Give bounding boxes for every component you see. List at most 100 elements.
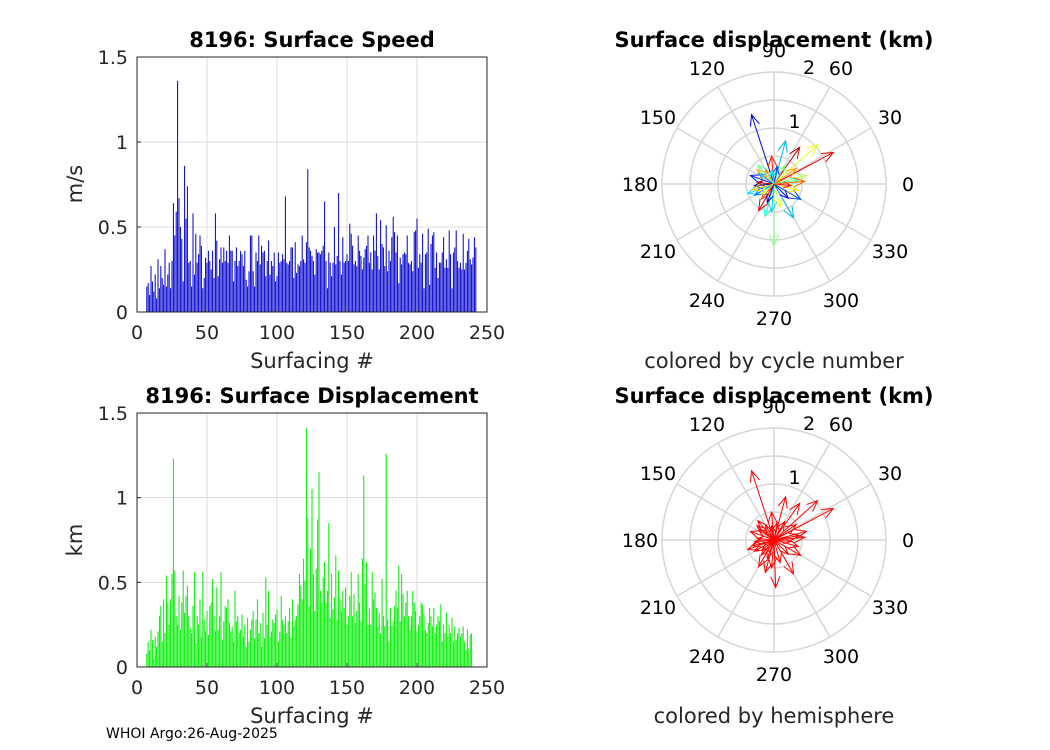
polar-cycle-arrow-shaft — [761, 183, 775, 195]
displacement-ytick-label: 1.5 — [98, 403, 128, 425]
polar-cycle-arrow-head — [761, 186, 770, 195]
polar-cycle-arrow-shaft — [773, 183, 795, 219]
polar-hemisphere-arrow-head — [785, 523, 798, 535]
polar-hemisphere-ring — [661, 427, 887, 653]
polar-cycle-arrow-head — [769, 168, 776, 177]
polar-cycle-ring — [661, 71, 887, 297]
polar-cycle-arrow-shaft — [773, 180, 805, 185]
polar-hemisphere-arrow-shaft — [773, 539, 781, 563]
polar-hemisphere-arrow-shaft — [766, 539, 775, 559]
polar-hemisphere-ring — [689, 455, 859, 625]
displacement-bars — [146, 428, 473, 667]
polar-cycle-arrow-head — [777, 139, 788, 153]
displacement-ytick-label: 0 — [116, 657, 128, 679]
polar-hemisphere-angle-label: 270 — [756, 664, 792, 686]
speed-axes-box — [136, 56, 488, 313]
polar-cycle-arrow-shaft — [761, 183, 775, 200]
polar-cycle-angle-label: 270 — [756, 308, 792, 330]
displacement-xtick-label: 0 — [131, 677, 143, 699]
polar-hemisphere-angle-label: 120 — [689, 414, 725, 436]
polar-hemisphere-arrow-head — [793, 533, 806, 544]
polar-hemisphere-arrow-shaft — [752, 539, 775, 547]
polar-hemisphere-angle-label: 240 — [689, 646, 725, 668]
speed-xtick-label: 250 — [469, 322, 505, 344]
polar-cycle-arrow-head — [773, 196, 782, 208]
displacement-xtick-label: 100 — [259, 677, 295, 699]
polar-hemisphere-arrow-head — [753, 543, 765, 552]
polar-hemisphere-arrow-head — [787, 539, 800, 549]
polar-cycle-angle-label: 0 — [902, 174, 914, 196]
polar-hemisphere-arrow-shaft — [773, 539, 795, 575]
polar-cycle-radius-label: 2 — [803, 57, 815, 79]
displacement-axes-box — [136, 412, 488, 668]
polar-hemisphere-arrow-head — [772, 521, 780, 531]
polar-cycle-angle-label: 90 — [762, 40, 786, 62]
speed-ticks: 0 50 100 150 200 250 0 0.5 1 1.5 — [98, 47, 505, 344]
polar-cycle-caption: colored by cycle number — [644, 349, 904, 373]
polar-hemisphere-arrow-head — [755, 535, 766, 543]
polar-hemisphere-arrow-head — [751, 539, 763, 548]
speed-xtick-label: 100 — [259, 322, 295, 344]
polar-cycle-arrow-shaft — [773, 140, 787, 185]
polar-cycle-arrow-head — [767, 200, 778, 214]
speed-ytick-label: 0 — [116, 302, 128, 324]
displacement-chart-title: 8196: Surface Displacement — [145, 384, 478, 408]
polar-hemisphere-arrow-shaft — [761, 539, 775, 551]
polar-cycle-radius-label: 1 — [788, 111, 800, 133]
polar-hemisphere-arrow-shaft — [773, 508, 834, 541]
polar-cycle-angle-label: 120 — [689, 58, 725, 80]
polar-hemisphere-arrow-shaft — [770, 525, 775, 541]
polar-cycle-arrow-head — [821, 151, 835, 163]
polar-hemisphere-arrow-shaft — [773, 521, 786, 541]
polar-displacement-cycle-chart: Surface displacement (km) 0 30 60 90 120 150 1… — [614, 28, 933, 373]
polar-hemisphere-arrow-shaft — [758, 528, 775, 541]
speed-grid — [137, 57, 487, 312]
displacement-xtick-label: 200 — [399, 677, 435, 699]
polar-cycle-body: 0 30 60 90 120 150 180 210 240 270 300 330 1 2 — [622, 40, 914, 330]
polar-hemisphere-arrow-shaft — [761, 539, 775, 556]
polar-cycle-arrow-head — [757, 198, 769, 212]
polar-hemisphere-angle-label: 330 — [872, 597, 908, 619]
polar-hemisphere-arrow-head — [776, 520, 786, 531]
polar-hemisphere-arrow-shaft — [773, 524, 797, 541]
polar-cycle-arrow-shaft — [766, 183, 775, 203]
polar-displacement-hemisphere-chart: Surface displacement (km) 0 30 60 90 120 150 1… — [614, 384, 933, 728]
polar-hemisphere-angle-label: 210 — [640, 597, 676, 619]
polar-cycle-arrow-head — [767, 154, 778, 168]
polar-cycle-arrow-head — [749, 174, 761, 183]
polar-cycle-arrow-head — [785, 167, 798, 179]
displacement-xtick-label: 50 — [195, 677, 219, 699]
polar-hemisphere-arrow-head — [788, 545, 802, 557]
polar-hemisphere-arrow-shaft — [773, 539, 801, 556]
polar-hemisphere-radius-label: 1 — [788, 467, 800, 489]
displacement-ytick-label: 0.5 — [98, 572, 128, 594]
polar-cycle-arrow-shaft — [773, 152, 834, 185]
displacement-ytick-label: 1 — [116, 488, 128, 510]
polar-cycle-arrow-head — [783, 205, 795, 220]
polar-hemisphere-arrow-shaft — [757, 520, 775, 541]
polar-hemisphere-arrow-head — [756, 519, 768, 531]
speed-ytick-label: 1 — [116, 132, 128, 154]
speed-ytick-label: 0.5 — [98, 217, 128, 239]
displacement-ylabel: km — [63, 524, 87, 557]
footer-credit: WHOI Argo:26-Aug-2025 — [106, 726, 278, 742]
speed-xtick-label: 50 — [195, 322, 219, 344]
polar-hemisphere-arrow-shaft — [771, 539, 775, 568]
polar-cycle-angle-label: 30 — [878, 107, 902, 129]
polar-cycle-arrow-shaft — [758, 183, 775, 211]
polar-hemisphere-arrow-head — [806, 499, 819, 512]
polar-cycle-arrow-head — [755, 179, 766, 187]
polar-hemisphere-angle-label: 300 — [823, 646, 859, 668]
displacement-xtick-label: 250 — [469, 677, 505, 699]
polar-hemisphere-arrow-shaft — [758, 539, 775, 567]
polar-hemisphere-radius-label: 2 — [803, 413, 815, 435]
displacement-xlabel: Surfacing # — [250, 704, 374, 728]
polar-hemisphere-arrow-head — [821, 507, 835, 519]
polar-cycle-title: Surface displacement (km) — [614, 28, 933, 52]
polar-cycle-arrow-shaft — [773, 168, 797, 185]
polar-cycle-arrow-shaft — [773, 183, 781, 207]
polar-hemisphere-arrow-head — [767, 510, 778, 524]
polar-cycle-angle-label: 150 — [640, 107, 676, 129]
polar-hemisphere-ring — [745, 511, 803, 569]
polar-hemisphere-arrow-shaft — [773, 539, 789, 555]
